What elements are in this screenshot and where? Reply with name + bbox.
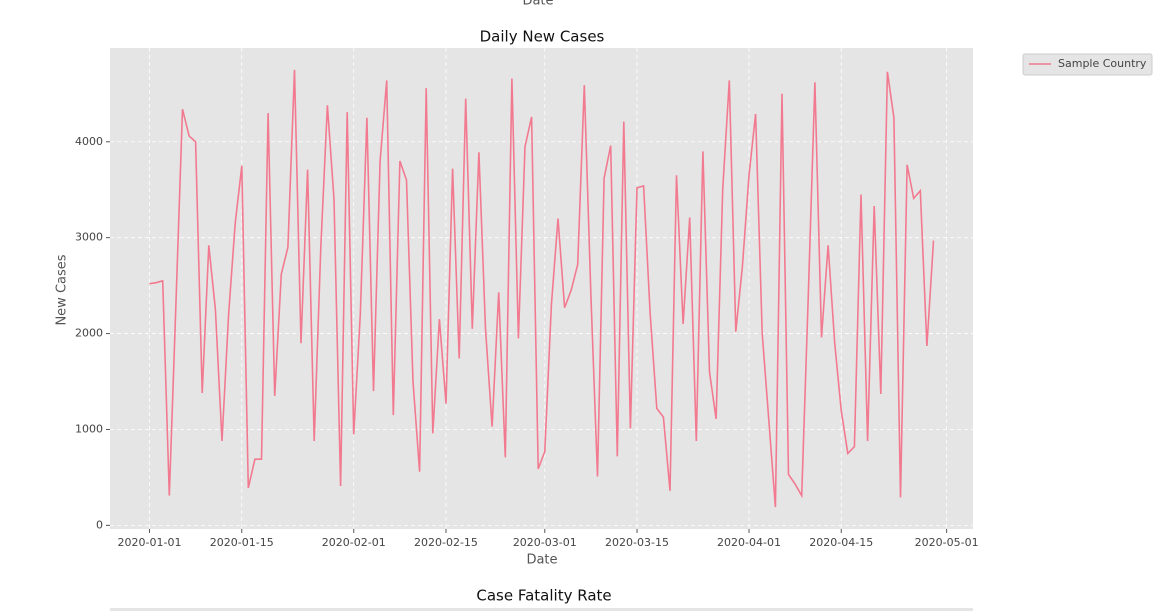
y-tick-label: 2000 bbox=[75, 327, 103, 340]
x-tick-label: 2020-04-15 bbox=[809, 536, 873, 549]
x-tick-label: 2020-04-01 bbox=[717, 536, 781, 549]
y-tick-label: 1000 bbox=[75, 422, 103, 435]
x-axis-label: Date bbox=[522, 0, 553, 9]
y-tick-label: 0 bbox=[96, 518, 103, 531]
x-tick-label: 2020-02-15 bbox=[414, 536, 478, 549]
y-axis-label: New Cases bbox=[55, 254, 70, 325]
x-tick-label: 2020-03-01 bbox=[513, 536, 577, 549]
x-tick-label: 2020-01-01 bbox=[118, 536, 182, 549]
x-tick-label: 2020-01-15 bbox=[210, 536, 274, 549]
plot-area bbox=[110, 608, 973, 611]
data-line bbox=[149, 69, 935, 508]
plot-area bbox=[110, 48, 973, 529]
y-tick-label: 4000 bbox=[75, 135, 103, 148]
chart-title: Case Fatality Rate bbox=[476, 587, 611, 605]
legend-box bbox=[1022, 53, 1153, 76]
legend-label: Sample Country bbox=[1058, 57, 1147, 70]
x-tick-label: 2020-03-15 bbox=[605, 536, 669, 549]
x-axis-label: Date bbox=[526, 553, 557, 568]
x-tick-label: 2020-02-01 bbox=[322, 536, 386, 549]
y-tick-label: 3000 bbox=[75, 231, 103, 244]
x-tick-label: 2020-05-01 bbox=[915, 536, 979, 549]
chart-title: Daily New Cases bbox=[480, 28, 605, 46]
